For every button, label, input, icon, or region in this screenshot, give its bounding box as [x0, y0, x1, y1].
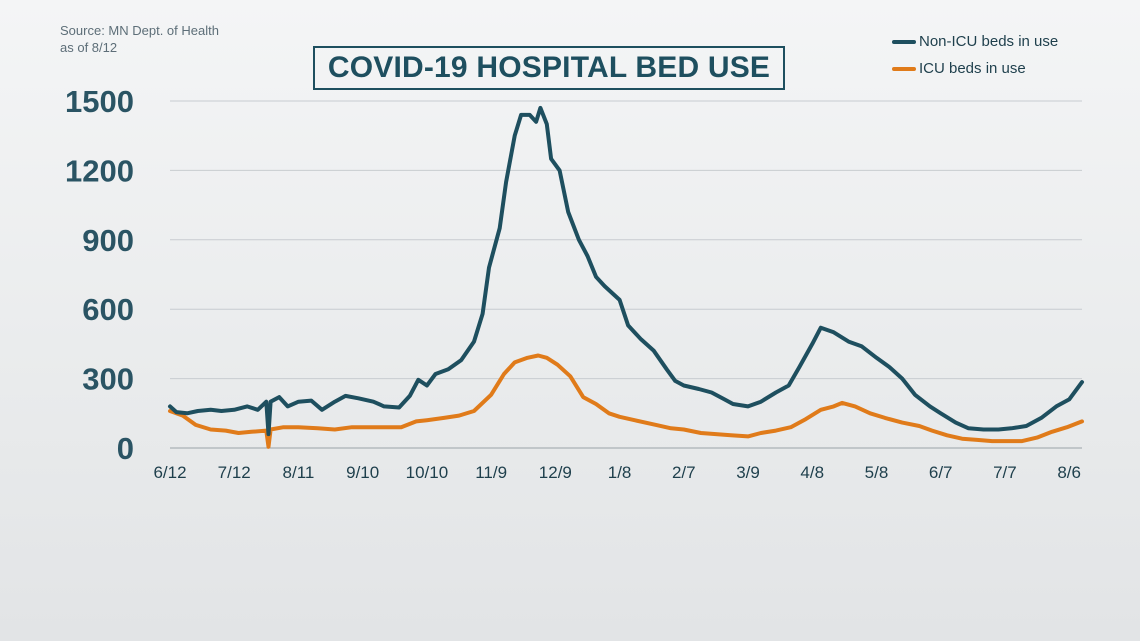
- x-tick-label: 9/10: [346, 463, 379, 482]
- as-of-date: as of 8/12: [60, 40, 118, 55]
- y-tick-label: 1200: [65, 153, 134, 188]
- legend-label-non-icu: Non-ICU beds in use: [919, 33, 1059, 50]
- x-tick-label: 7/12: [218, 463, 251, 482]
- x-tick-label: 4/8: [800, 463, 824, 482]
- x-tick-label: 6/7: [929, 463, 953, 482]
- y-tick-label: 600: [82, 292, 134, 327]
- legend: Non-ICU beds in use ICU beds in use: [892, 28, 1058, 82]
- legend-label-icu: ICU beds in use: [919, 60, 1026, 77]
- x-tick-label: 1/8: [608, 463, 632, 482]
- x-tick-label: 7/7: [993, 463, 1017, 482]
- x-tick-label: 6/12: [153, 463, 186, 482]
- legend-item-non-icu: Non-ICU beds in use: [892, 28, 1058, 55]
- y-axis-ticks: 0 300 600 900 1200 1500: [65, 84, 134, 466]
- x-tick-label: 8/6: [1057, 463, 1081, 482]
- x-axis-ticks: 6/12 7/12 8/11 9/10 10/10 11/9 12/9 1/8 2/7 3/9 4/…: [153, 463, 1081, 482]
- x-tick-label: 2/7: [672, 463, 696, 482]
- x-tick-label: 12/9: [539, 463, 572, 482]
- x-tick-label: 3/9: [736, 463, 760, 482]
- y-tick-label: 0: [117, 431, 134, 466]
- x-tick-label: 5/8: [865, 463, 889, 482]
- x-tick-label: 11/9: [475, 463, 507, 482]
- legend-swatch-non-icu: [892, 39, 916, 44]
- source-line: Source: MN Dept. of Health: [60, 23, 219, 38]
- series-line-non-icu: [168, 105, 1084, 437]
- y-tick-label: 300: [82, 362, 134, 397]
- y-tick-label: 900: [82, 223, 134, 258]
- x-tick-label: 10/10: [406, 463, 449, 482]
- x-tick-label: 8/11: [283, 463, 315, 482]
- legend-item-icu: ICU beds in use: [892, 55, 1058, 82]
- y-tick-label: 1500: [65, 84, 134, 119]
- series-lines: [168, 105, 1084, 449]
- chart-title: COVID-19 HOSPITAL BED USE: [313, 46, 785, 90]
- series-line-icu: [168, 353, 1084, 449]
- source-note: Source: MN Dept. of Health as of 8/12: [60, 22, 219, 56]
- legend-swatch-icu: [892, 66, 916, 71]
- gridlines: [170, 100, 1082, 449]
